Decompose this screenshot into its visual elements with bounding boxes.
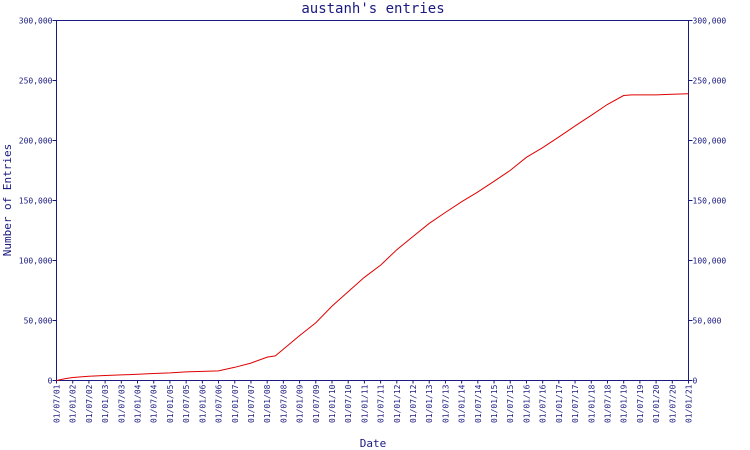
x-tick-label: 01/07/02 bbox=[85, 384, 94, 423]
x-tick-label: 01/07/07 bbox=[247, 384, 256, 423]
x-tick-label: 01/01/20 bbox=[652, 384, 661, 423]
x-tick-label: 01/01/14 bbox=[458, 384, 467, 423]
series-line bbox=[56, 93, 689, 381]
x-tick-label: 01/01/18 bbox=[587, 384, 596, 423]
x-tick-label: 01/01/04 bbox=[134, 384, 143, 423]
x-tick-label: 01/01/07 bbox=[231, 384, 240, 423]
x-tick-label: 01/01/03 bbox=[101, 384, 110, 423]
x-tick-label: 01/07/08 bbox=[279, 384, 288, 423]
x-tick-label: 01/01/17 bbox=[555, 384, 564, 423]
y-tick-label-left: 200,000 bbox=[19, 137, 53, 146]
chart-title: austanh's entries bbox=[301, 1, 444, 17]
x-tick-label: 01/07/17 bbox=[571, 384, 580, 423]
y-tick-label-left: 150,000 bbox=[19, 197, 53, 206]
x-tick-label: 01/07/10 bbox=[344, 384, 353, 423]
plot-frame bbox=[56, 20, 689, 381]
x-tick-label: 01/01/08 bbox=[263, 384, 272, 423]
x-tick-label: 01/07/14 bbox=[474, 384, 483, 423]
y-tick-label-left: 50,000 bbox=[24, 317, 53, 326]
x-tick-label: 01/07/04 bbox=[150, 384, 159, 423]
y-tick-label-right: 0 bbox=[693, 377, 698, 386]
x-tick-label: 01/01/09 bbox=[296, 384, 305, 423]
y-tick-label-right: 300,000 bbox=[693, 17, 727, 26]
x-tick-label: 01/01/13 bbox=[425, 384, 434, 423]
y-axis-label: Number of Entries bbox=[1, 144, 14, 257]
x-tick-label: 01/07/20 bbox=[668, 384, 677, 423]
x-tick-label: 01/01/12 bbox=[393, 384, 402, 423]
x-tick-label: 01/07/18 bbox=[603, 384, 612, 423]
x-tick-label: 01/07/15 bbox=[506, 384, 515, 423]
x-tick-label: 01/07/13 bbox=[441, 384, 450, 423]
y-axis-ticks: 0 0 50,000 50,000 100,000 100,000 150,000 150,0… bbox=[19, 17, 727, 386]
x-tick-label: 01/07/09 bbox=[312, 384, 321, 423]
y-tick-label-right: 150,000 bbox=[693, 197, 727, 206]
y-tick-label-right: 50,000 bbox=[693, 317, 722, 326]
y-tick-label-left: 0 bbox=[48, 377, 53, 386]
x-tick-label: 01/01/02 bbox=[69, 384, 78, 423]
y-tick-label-right: 200,000 bbox=[693, 137, 727, 146]
y-tick-label-right: 100,000 bbox=[693, 257, 727, 266]
y-tick-label-left: 300,000 bbox=[19, 17, 53, 26]
x-axis-label: Date bbox=[360, 437, 387, 450]
x-tick-label: 01/07/06 bbox=[215, 384, 224, 423]
x-tick-label: 01/07/19 bbox=[636, 384, 645, 423]
x-tick-label: 01/07/16 bbox=[539, 384, 548, 423]
x-tick-label: 01/07/03 bbox=[117, 384, 126, 423]
x-tick-label: 01/01/11 bbox=[360, 384, 369, 423]
x-tick-label: 01/07/05 bbox=[182, 384, 191, 423]
x-tick-label: 01/07/11 bbox=[377, 384, 386, 423]
y-tick-label-left: 250,000 bbox=[19, 77, 53, 86]
x-tick-label: 01/01/21 bbox=[685, 384, 694, 423]
x-tick-label: 01/01/19 bbox=[620, 384, 629, 423]
x-tick-label: 01/01/10 bbox=[328, 384, 337, 423]
x-tick-label: 01/01/15 bbox=[490, 384, 499, 423]
x-tick-label: 01/01/06 bbox=[198, 384, 207, 423]
y-tick-label-right: 250,000 bbox=[693, 77, 727, 86]
x-axis-ticks: 01/07/01 01/01/02 01/07/02 01/01/03 01/07/03… bbox=[53, 380, 694, 423]
x-tick-label: 01/01/16 bbox=[522, 384, 531, 423]
x-tick-label: 01/01/05 bbox=[166, 384, 175, 423]
y-tick-label-left: 100,000 bbox=[19, 257, 53, 266]
x-tick-label: 01/07/01 bbox=[53, 384, 62, 423]
x-tick-label: 01/07/12 bbox=[409, 384, 418, 423]
